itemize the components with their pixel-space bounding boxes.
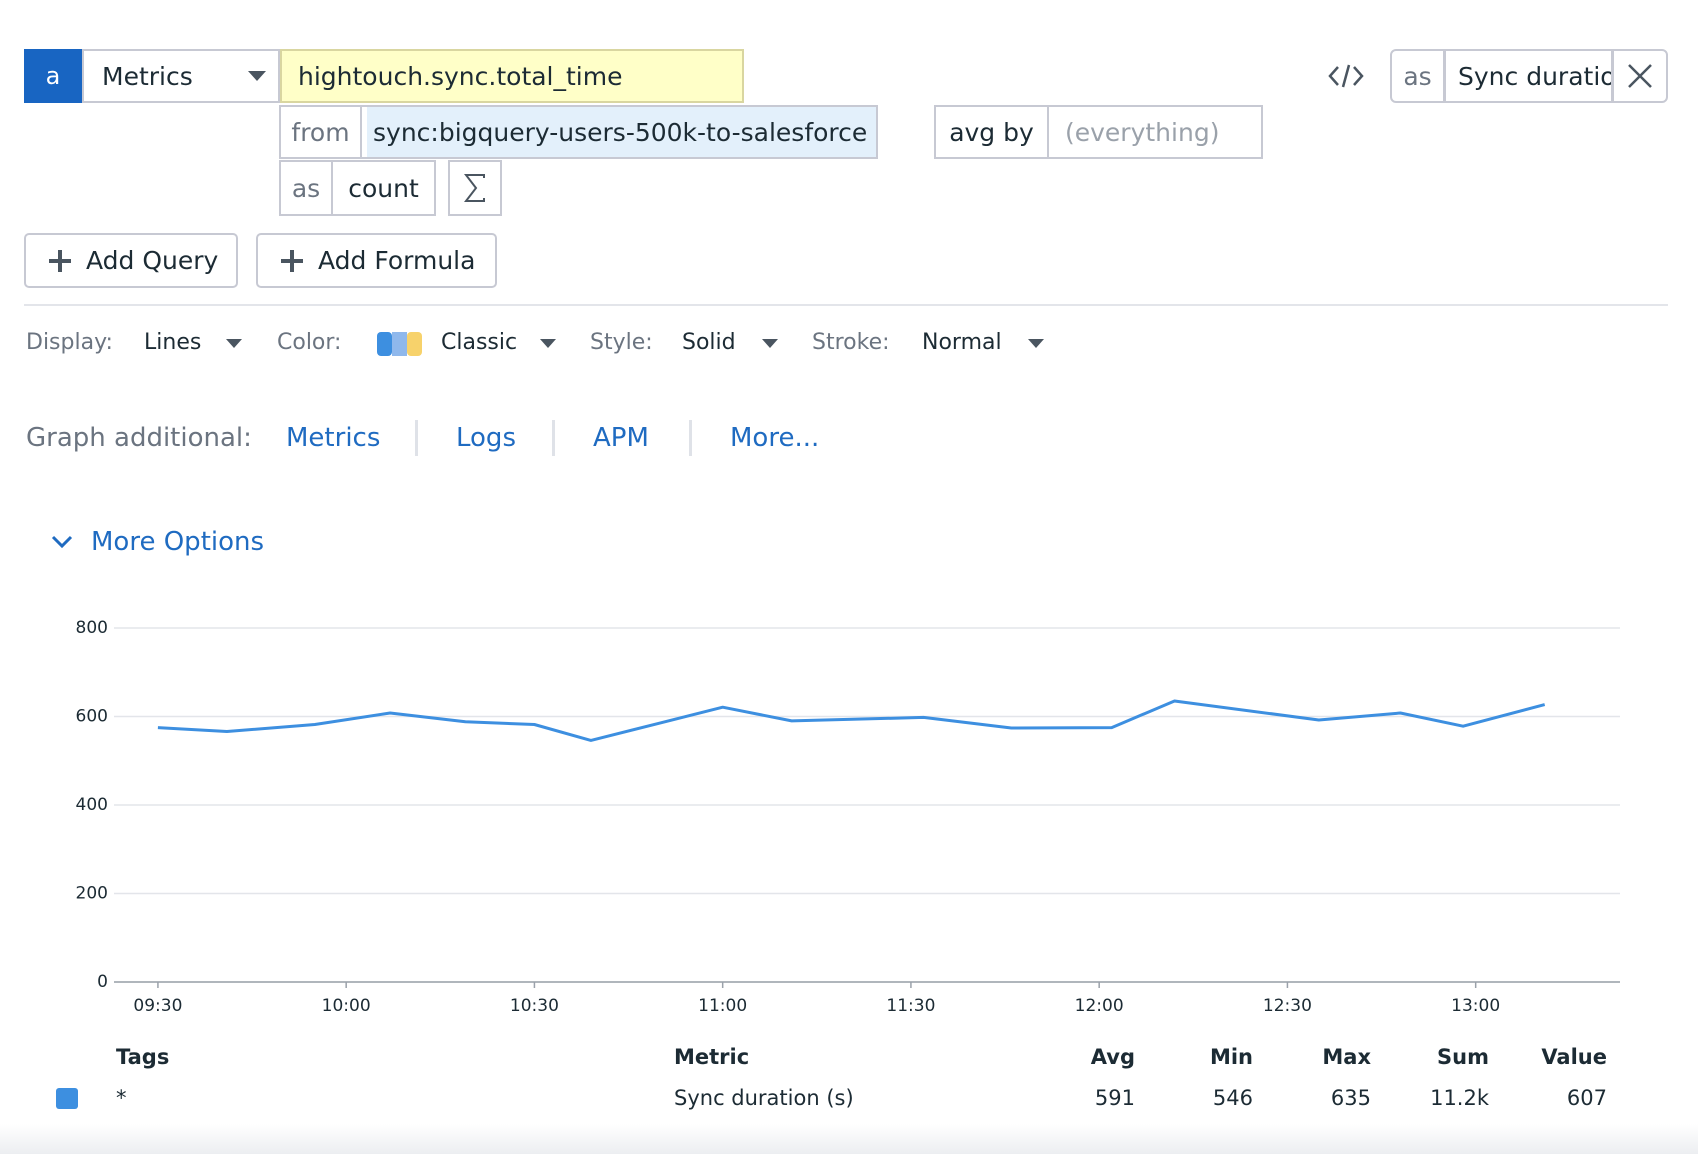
table-header: Avg <box>1091 1045 1135 1069</box>
table-cell: * <box>116 1086 127 1110</box>
table-cell: 607 <box>1567 1086 1607 1110</box>
x-tick-label: 12:00 <box>1075 996 1124 1016</box>
x-tick-label: 13:00 <box>1451 996 1500 1016</box>
table-header: Metric <box>674 1045 749 1069</box>
table-cell: 591 <box>1095 1086 1135 1110</box>
y-tick-label: 200 <box>76 884 108 904</box>
x-tick-label: 09:30 <box>133 996 182 1016</box>
table-cell: 546 <box>1213 1086 1253 1110</box>
chart: 0 200 400 600 800 09:30 10:00 10:30 11:00 11:30 12… <box>0 0 1698 1040</box>
y-tick-label: 0 <box>97 972 108 992</box>
x-tick-label: 11:00 <box>698 996 747 1016</box>
series-line <box>158 701 1545 740</box>
table-header: Sum <box>1437 1045 1489 1069</box>
bottom-fade <box>0 1124 1698 1154</box>
x-tick-label: 11:30 <box>886 996 935 1016</box>
table-header: Tags <box>116 1045 169 1069</box>
x-tick-label: 10:30 <box>510 996 559 1016</box>
table-header: Min <box>1210 1045 1253 1069</box>
x-tick-label: 10:00 <box>322 996 371 1016</box>
table-header: Value <box>1541 1045 1607 1069</box>
table-cell: Sync duration (s) <box>674 1086 854 1110</box>
table-cell: 11.2k <box>1430 1086 1489 1110</box>
y-tick-label: 600 <box>76 707 108 727</box>
x-tick-label: 12:30 <box>1263 996 1312 1016</box>
table-cell: 635 <box>1331 1086 1371 1110</box>
y-tick-label: 400 <box>76 795 108 815</box>
table-header: Max <box>1322 1045 1371 1069</box>
y-tick-label: 800 <box>76 618 108 638</box>
series-swatch <box>56 1088 78 1109</box>
